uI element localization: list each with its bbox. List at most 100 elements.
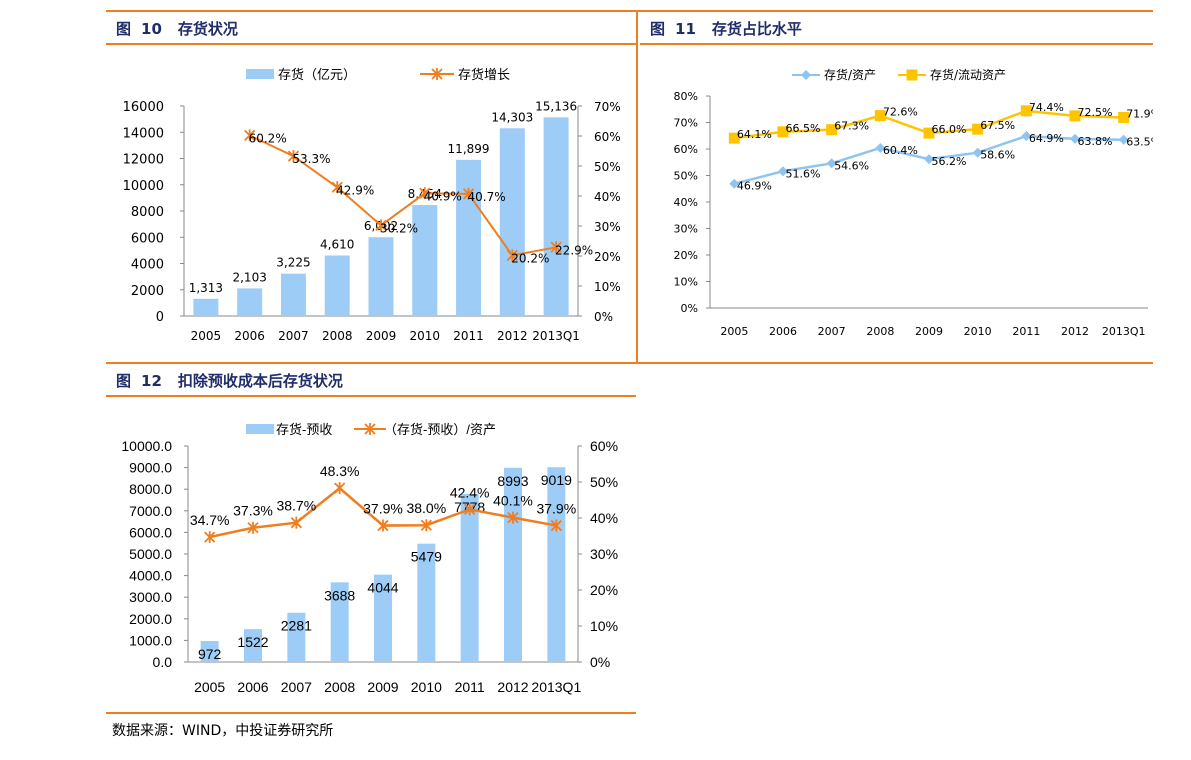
ratio-value-label: 37.3%	[233, 503, 273, 519]
bar-value-label: 1,313	[189, 281, 223, 295]
bar	[374, 574, 392, 662]
x-tick-label: 2011	[453, 329, 484, 343]
asset-ratio-value-label: 58.6%	[980, 149, 1015, 162]
bar-value-label: 2,103	[232, 270, 266, 284]
right-tick-label: 30%	[594, 220, 621, 234]
left-tick-label: 1000.0	[129, 632, 172, 648]
bar	[237, 288, 263, 316]
asset-ratio-point	[1070, 133, 1080, 144]
x-tick-label: 2009	[915, 325, 943, 338]
left-tick-label: 4000.0	[129, 568, 172, 584]
current-asset-ratio-value-label: 72.6%	[883, 106, 918, 119]
fig11-chart-svg: 存货/资产 存货/流动资产 0% 10% 20% 30% 40% 50% 60% 70% 80% 46…	[674, 67, 1153, 338]
current-asset-ratio-point	[1118, 111, 1130, 123]
x-tick-label: 2009	[366, 329, 397, 343]
legend-asset-marker	[801, 70, 811, 80]
fig12-bottom-line	[106, 712, 636, 714]
ratio-point	[290, 516, 302, 529]
right-tick-label: 20%	[594, 250, 621, 264]
bar-value-label: 9019	[541, 472, 572, 488]
asset-ratio-value-label: 51.6%	[786, 167, 821, 180]
bar-value-label: 11,899	[448, 142, 490, 156]
left-tick-label: 10000	[123, 179, 164, 194]
y-tick-label: 60%	[674, 143, 698, 156]
bar	[368, 237, 394, 316]
growth-point	[375, 219, 387, 232]
growth-point	[462, 187, 475, 200]
left-tick-label: 2000.0	[129, 611, 172, 627]
x-tick-label: 2013Q1	[532, 329, 580, 343]
current-asset-ratio-point	[826, 124, 838, 136]
fig12-prefix: 图	[116, 372, 132, 390]
growth-value-label: 42.9%	[336, 183, 374, 197]
left-tick-label: 14000	[123, 126, 164, 141]
fig11-chart: 存货/资产 存货/流动资产 0% 10% 20% 30% 40% 50% 60% 70% 80% 46…	[640, 46, 1153, 360]
legend-bar-swatch	[246, 69, 274, 79]
y-tick-label: 10%	[674, 276, 698, 289]
left-tick-label: 6000.0	[129, 524, 172, 540]
growth-point	[331, 181, 343, 194]
bar	[287, 612, 306, 662]
right-tick-label: 50%	[594, 160, 621, 174]
bar-value-label: 5479	[411, 549, 442, 565]
growth-value-label: 30.2%	[380, 221, 418, 235]
fig12-chart-svg: 存货-预收 （存货-预收）/资产 0.0 1000.0 2000.0 3000.0 4000…	[121, 422, 618, 695]
ratio-value-label: 40.1%	[493, 493, 533, 509]
ratio-point	[507, 511, 519, 524]
right-tick-label: 60%	[590, 438, 618, 454]
x-tick-label: 2007	[281, 679, 312, 695]
asset-ratio-value-label: 56.2%	[932, 155, 967, 168]
bar-value-label: 4,610	[320, 237, 354, 251]
ratio-value-label: 48.3%	[320, 463, 360, 479]
bar-value-label: 1522	[237, 634, 268, 650]
x-tick-label: 2008	[324, 679, 355, 695]
ratio-value-label: 37.9%	[536, 501, 576, 517]
ratio-value-label: 38.7%	[276, 498, 316, 514]
y-tick-label: 30%	[674, 223, 698, 236]
fig10-chart: 存货（亿元） 存货增长 0 2000 4000 6000 8000 10000 12000 140…	[108, 46, 635, 360]
right-tick-label: 40%	[594, 190, 621, 204]
legend-current-asset-label: 存货/流动资产	[930, 67, 1006, 82]
left-tick-label: 5000.0	[129, 546, 172, 562]
current-asset-ratio-point	[777, 126, 789, 138]
x-tick-label: 2012	[1061, 325, 1089, 338]
right-tick-label: 0%	[590, 654, 610, 670]
x-tick-label: 2013Q1	[1102, 325, 1146, 338]
y-tick-label: 70%	[674, 117, 698, 130]
left-tick-label: 9000.0	[129, 460, 172, 476]
bar	[499, 128, 525, 316]
current-asset-ratio-value-label: 67.5%	[980, 119, 1015, 132]
x-tick-label: 2005	[191, 329, 222, 343]
bar-value-label: 3688	[324, 587, 355, 603]
x-tick-label: 2010	[411, 679, 442, 695]
ratio-point	[464, 503, 476, 516]
current-asset-ratio-point	[874, 110, 886, 122]
fig11-title: 图 11 存货占比水平	[650, 18, 802, 39]
left-tick-label: 0.0	[153, 654, 173, 670]
bar	[543, 117, 569, 316]
asset-ratio-value-label: 54.6%	[834, 159, 869, 172]
ratio-point	[550, 519, 562, 532]
legend-bar-swatch	[246, 424, 274, 434]
source-note: 数据来源：WIND，中投证券研究所	[112, 723, 334, 739]
y-tick-label: 50%	[674, 170, 698, 183]
legend-bar-label: 存货（亿元）	[278, 67, 356, 83]
left-tick-label: 4000	[131, 258, 164, 273]
asset-ratio-point	[1118, 134, 1129, 145]
x-tick-label: 2007	[278, 329, 309, 343]
fig11-title-text: 存货占比水平	[711, 20, 802, 38]
top-border-line	[106, 10, 1153, 12]
fig11-number: 11	[675, 20, 696, 38]
right-tick-label: 50%	[590, 474, 618, 490]
fig11-title-underline	[640, 43, 1153, 45]
growth-value-label: 40.9%	[424, 189, 462, 203]
asset-ratio-point	[826, 158, 837, 169]
growth-point	[550, 241, 562, 254]
current-asset-ratio-point	[972, 123, 984, 135]
x-tick-label: 2006	[237, 679, 268, 695]
x-tick-label: 2013Q1	[531, 679, 581, 695]
x-tick-label: 2008	[322, 329, 353, 343]
x-tick-label: 2011	[455, 679, 485, 695]
asset-ratio-point	[1021, 131, 1032, 142]
row1-bottom-line	[106, 362, 1153, 364]
